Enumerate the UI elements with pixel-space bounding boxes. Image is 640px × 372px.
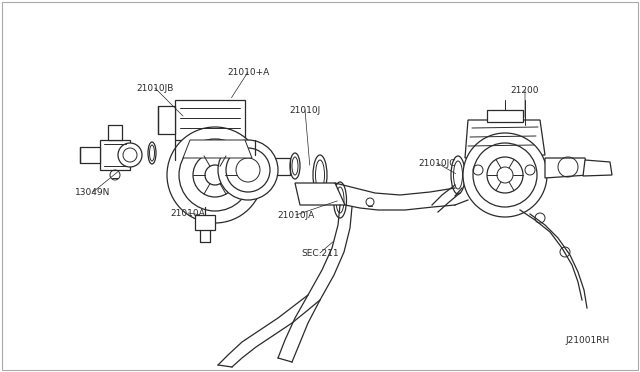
- Circle shape: [463, 133, 547, 217]
- Polygon shape: [100, 140, 130, 170]
- Polygon shape: [465, 120, 545, 158]
- Polygon shape: [80, 147, 100, 163]
- Text: 21010+A: 21010+A: [227, 67, 269, 77]
- Polygon shape: [158, 106, 175, 134]
- Text: 21010A: 21010A: [171, 208, 205, 218]
- Polygon shape: [108, 125, 122, 140]
- Polygon shape: [487, 110, 523, 122]
- Polygon shape: [255, 158, 290, 175]
- Text: 21010J: 21010J: [289, 106, 321, 115]
- Text: 21010JA: 21010JA: [277, 211, 315, 219]
- Text: 21010JC: 21010JC: [419, 158, 456, 167]
- Circle shape: [167, 127, 263, 223]
- Circle shape: [218, 140, 278, 200]
- Text: 13049N: 13049N: [76, 187, 111, 196]
- Text: 21200: 21200: [511, 86, 540, 94]
- Polygon shape: [175, 100, 245, 140]
- Text: 21010JB: 21010JB: [136, 83, 173, 93]
- Polygon shape: [183, 140, 252, 158]
- Polygon shape: [545, 158, 588, 178]
- Polygon shape: [195, 215, 215, 230]
- Text: SEC.211: SEC.211: [301, 248, 339, 257]
- Text: J21001RH: J21001RH: [566, 336, 610, 345]
- Polygon shape: [295, 183, 345, 205]
- Circle shape: [118, 143, 142, 167]
- Polygon shape: [583, 160, 612, 176]
